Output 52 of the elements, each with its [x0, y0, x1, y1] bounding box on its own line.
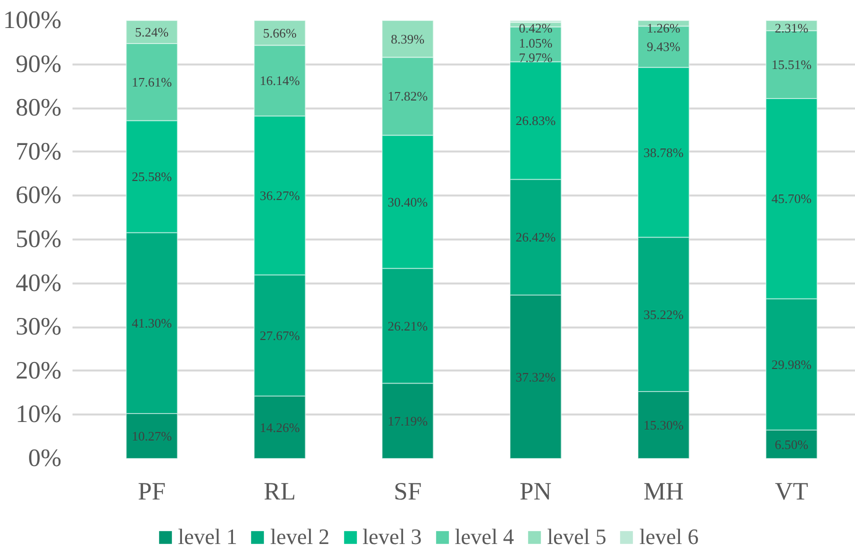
legend-label: level 6 — [639, 524, 699, 550]
y-tick-label: 60% — [16, 182, 62, 210]
data-label: 17.19% — [388, 413, 428, 428]
y-tick-label: 30% — [16, 314, 62, 341]
data-label: 35.22% — [644, 306, 684, 322]
data-label: 9.43% — [646, 39, 681, 54]
y-tick-label: 70% — [16, 138, 62, 166]
x-tick-label: SF — [394, 478, 422, 506]
data-label: 29.98% — [771, 356, 812, 372]
data-label: 5.24% — [135, 24, 169, 40]
data-label: 14.26% — [260, 420, 300, 435]
x-tick-label: VT — [774, 478, 808, 506]
data-label: 1.05% — [518, 35, 553, 50]
data-label: 15.30% — [644, 417, 684, 432]
data-label: 15.51% — [771, 57, 812, 72]
data-label: 26.21% — [388, 318, 428, 334]
legend-label: level 5 — [547, 524, 606, 550]
data-label: 17.82% — [388, 88, 428, 104]
y-tick-label: 100% — [3, 7, 62, 34]
data-label: 38.78% — [644, 144, 684, 160]
data-label: 26.83% — [516, 113, 556, 128]
data-label: 37.32% — [516, 369, 556, 384]
data-label: 17.61% — [132, 74, 172, 90]
legend-label: level 1 — [178, 524, 238, 550]
y-tick-label: 50% — [16, 226, 62, 253]
data-label: 25.58% — [132, 169, 172, 184]
y-tick-label: 90% — [16, 50, 62, 78]
x-tick-label: PF — [138, 478, 166, 506]
data-label: 16.14% — [260, 73, 300, 88]
legend-label: level 4 — [454, 524, 514, 550]
data-label: 30.40% — [388, 194, 428, 210]
data-label: 27.67% — [260, 328, 300, 343]
data-label: 41.30% — [132, 316, 172, 331]
y-tick-label: 80% — [16, 94, 62, 122]
legend-label: level 3 — [362, 524, 422, 550]
data-label: 7.97% — [518, 50, 553, 66]
legend-label: level 2 — [270, 524, 330, 550]
y-tick-label: 20% — [16, 357, 62, 384]
data-label: 36.27% — [260, 188, 300, 203]
x-tick-label: RL — [264, 478, 296, 506]
data-label: 10.27% — [132, 428, 172, 444]
y-tick-label: 40% — [16, 270, 62, 297]
data-label: 8.39% — [390, 31, 425, 46]
data-label: 26.42% — [516, 230, 556, 245]
x-tick-label: PN — [520, 478, 552, 506]
y-tick-label: 10% — [16, 401, 62, 428]
data-label: 5.66% — [262, 25, 297, 40]
y-tick-label: 0% — [28, 445, 62, 472]
x-tick-label: MH — [643, 478, 684, 506]
data-label: 2.31% — [774, 20, 808, 36]
data-label: 6.50% — [774, 436, 808, 452]
data-label: 45.70% — [771, 191, 812, 206]
